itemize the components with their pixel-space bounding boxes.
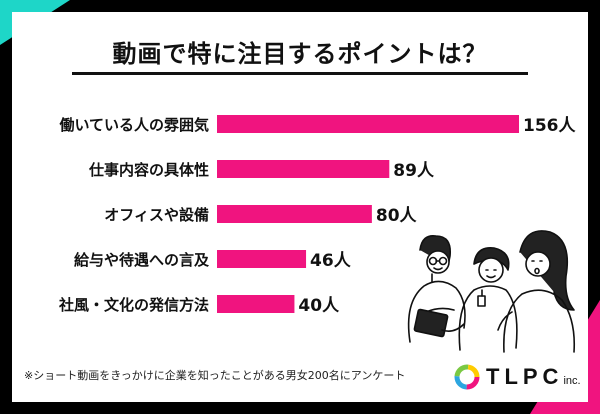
bar (217, 295, 295, 313)
value-label: 40人 (298, 296, 340, 316)
value-label: 80人 (376, 206, 418, 226)
bar (217, 160, 390, 178)
value-label: 89人 (393, 161, 435, 181)
category-label: 社風・文化の発信方法 (58, 296, 209, 314)
tlpc-logo: TLPC inc. (454, 362, 581, 392)
logo-name: TLPC (486, 364, 564, 389)
bar (217, 205, 372, 223)
chart-title: 動画で特に注目するポイントは？ (112, 40, 488, 68)
category-label: 仕事内容の具体性 (88, 161, 209, 179)
tlpc-logo-mark (454, 364, 480, 390)
bar (217, 250, 307, 268)
bar (217, 115, 519, 133)
category-label: 給与や待遇への言及 (74, 251, 210, 269)
category-label: 働いている人の雰囲気 (58, 116, 209, 134)
infographic-card: 動画で特に注目するポイントは？ (12, 12, 588, 402)
people-illustration (407, 230, 576, 353)
survey-footnote: ※ショート動画をきっかけに企業を知ったことがある男女200名にアンケート (24, 369, 406, 382)
value-label: 46人 (310, 251, 352, 271)
logo-suffix: inc. (563, 375, 581, 387)
category-label: オフィスや設備 (104, 206, 209, 224)
title-underline (72, 72, 528, 75)
value-label: 156人 (523, 116, 576, 136)
